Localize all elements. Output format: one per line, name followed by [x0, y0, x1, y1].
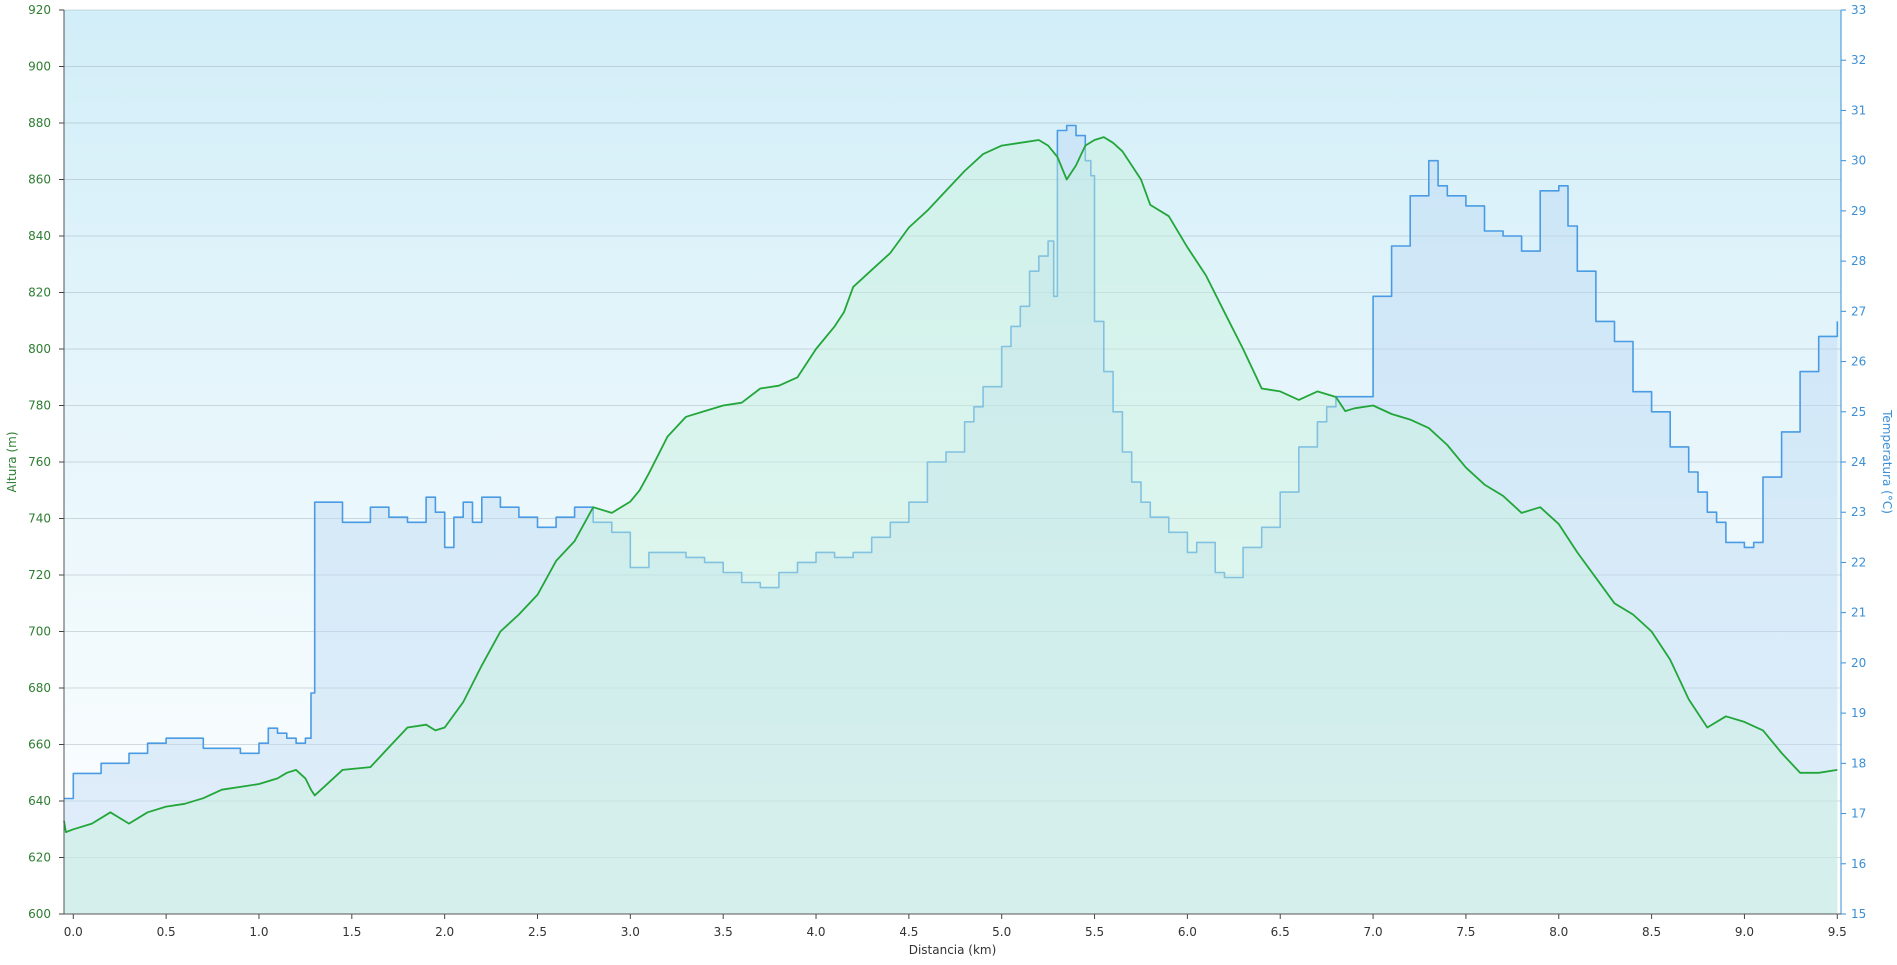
right-tick-label: 26 — [1851, 355, 1866, 369]
left-tick-label: 700 — [28, 625, 51, 639]
x-tick-label: 0.5 — [157, 925, 176, 939]
right-tick-label: 16 — [1851, 857, 1866, 871]
right-tick-label: 29 — [1851, 204, 1866, 218]
left-tick-label: 780 — [28, 399, 51, 413]
left-tick-label: 720 — [28, 568, 51, 582]
x-tick-label: 7.5 — [1456, 925, 1475, 939]
temperatura-line — [64, 124, 1839, 800]
right-tick-label: 19 — [1851, 706, 1866, 720]
gridlines — [64, 9, 1841, 915]
x-tick-label: 8.5 — [1642, 925, 1661, 939]
left-tick-label: 660 — [28, 738, 51, 752]
x-tick-label: 1.5 — [342, 925, 361, 939]
temperatura-area — [64, 125, 1838, 914]
right-tick-label: 27 — [1851, 304, 1866, 318]
left-tick-label: 760 — [28, 455, 51, 469]
x-tick-label: 3.0 — [621, 925, 640, 939]
left-tick-label: 820 — [28, 286, 51, 300]
left-tick-label: 860 — [28, 173, 51, 187]
right-tick-label: 33 — [1851, 3, 1866, 17]
right-tick-label: 23 — [1851, 505, 1866, 519]
left-tick-label: 840 — [28, 229, 51, 243]
x-tick-label: 7.0 — [1364, 925, 1383, 939]
right-tick-label: 25 — [1851, 405, 1866, 419]
x-tick-label: 0.0 — [64, 925, 83, 939]
left-tick-label: 680 — [28, 681, 51, 695]
x-tick-label: 2.0 — [435, 925, 454, 939]
altura-area — [64, 137, 1838, 915]
left-tick-label: 800 — [28, 342, 51, 356]
right-tick-label: 31 — [1851, 103, 1866, 117]
x-tick-label: 3.5 — [714, 925, 733, 939]
left-tick-label: 620 — [28, 851, 51, 865]
x-tick-label: 9.5 — [1828, 925, 1847, 939]
axes — [59, 9, 1846, 919]
x-tick-label: 1.0 — [249, 925, 268, 939]
x-tick-label: 8.0 — [1549, 925, 1568, 939]
left-tick-label: 920 — [28, 3, 51, 17]
left-axis-title: Altura (m) — [5, 431, 19, 492]
x-tick-label: 6.0 — [1178, 925, 1197, 939]
right-tick-label: 15 — [1851, 907, 1866, 921]
left-tick-label: 740 — [28, 512, 51, 526]
x-tick-label: 5.0 — [992, 925, 1011, 939]
x-tick-label: 5.5 — [1085, 925, 1104, 939]
left-tick-label: 900 — [28, 60, 51, 74]
left-tick-label: 880 — [28, 116, 51, 130]
left-tick-label: 640 — [28, 794, 51, 808]
right-tick-label: 21 — [1851, 606, 1866, 620]
right-tick-label: 32 — [1851, 53, 1866, 67]
right-axis-title: Temperatura (°C) — [1880, 409, 1894, 514]
right-tick-label: 17 — [1851, 807, 1866, 821]
series-layer — [63, 124, 1839, 915]
x-tick-label: 4.5 — [899, 925, 918, 939]
x-tick-label: 4.0 — [806, 925, 825, 939]
right-tick-label: 22 — [1851, 555, 1866, 569]
tick-labels: 600 620 640 660 680 700 720 740 760 780 800 820 840 8… — [28, 3, 1866, 939]
right-tick-label: 30 — [1851, 154, 1866, 168]
right-tick-label: 24 — [1851, 455, 1866, 469]
x-tick-label: 2.5 — [528, 925, 547, 939]
right-tick-label: 18 — [1851, 756, 1866, 770]
right-tick-label: 20 — [1851, 656, 1866, 670]
x-tick-label: 9.0 — [1735, 925, 1754, 939]
x-axis-title: Distancia (km) — [909, 943, 997, 957]
left-tick-label: 600 — [28, 907, 51, 921]
right-tick-label: 28 — [1851, 254, 1866, 268]
altura-line — [63, 136, 1838, 833]
x-tick-label: 6.5 — [1271, 925, 1290, 939]
